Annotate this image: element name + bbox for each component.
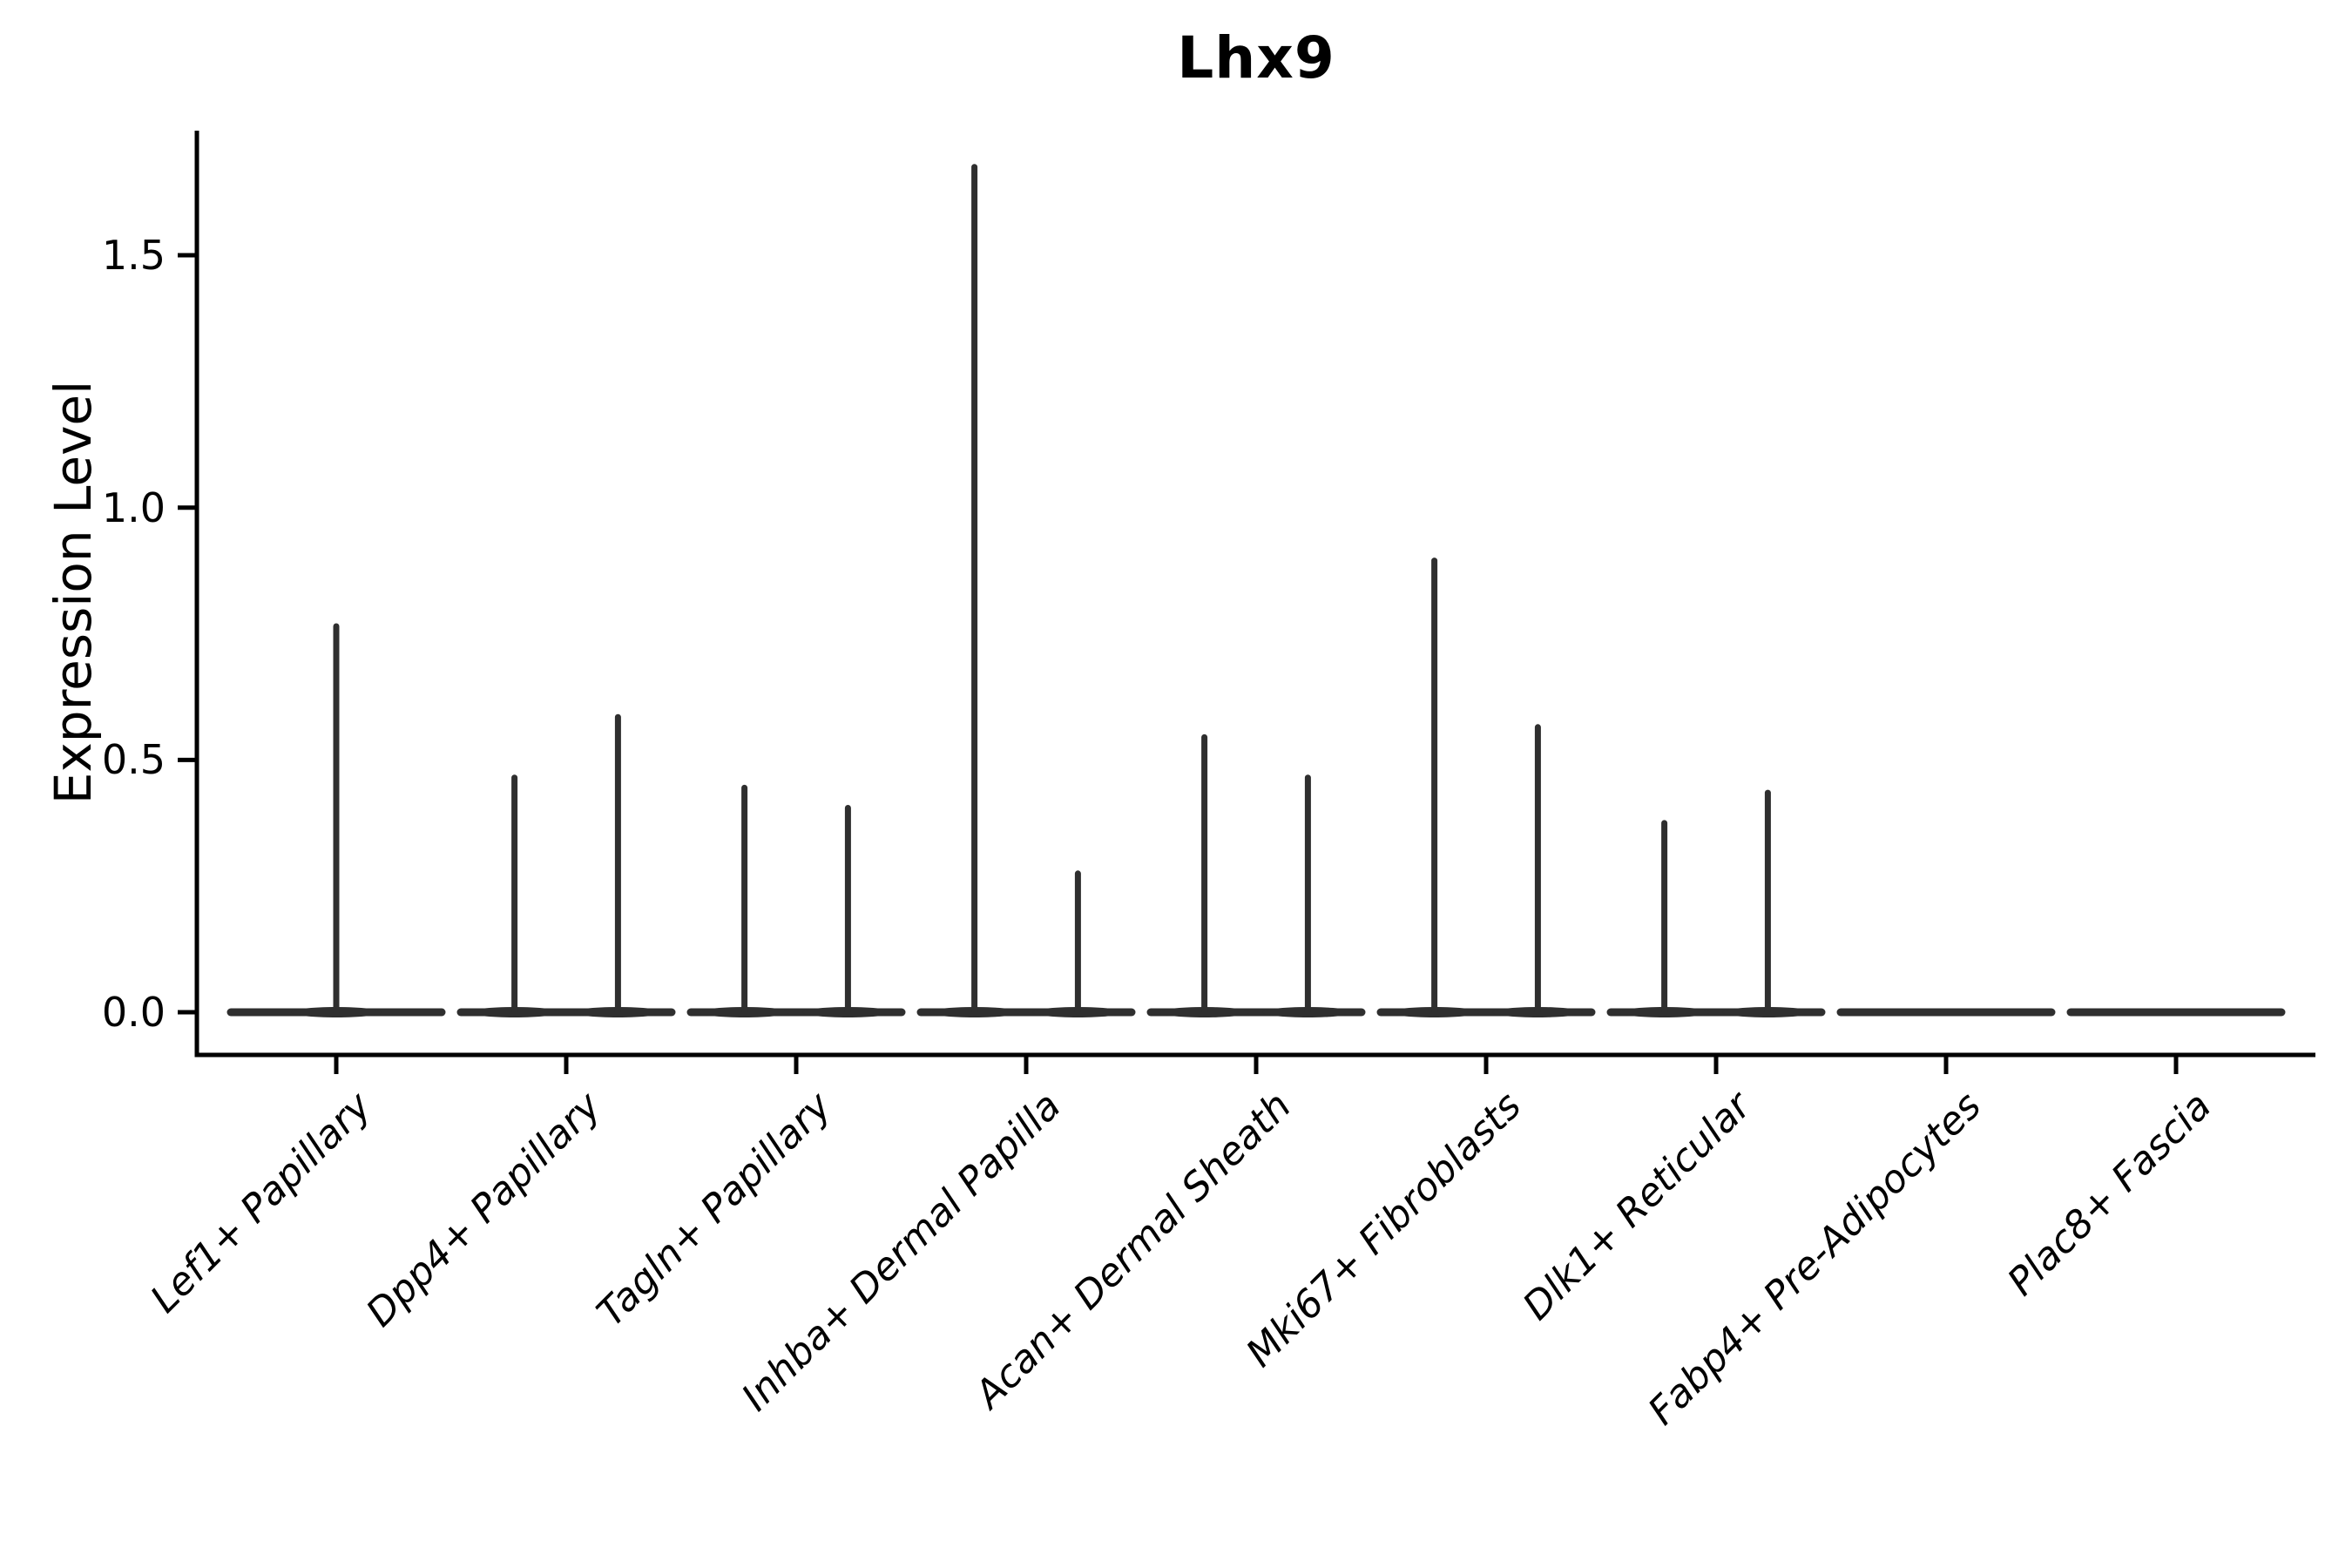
chart-title: Lhx9 bbox=[1177, 24, 1335, 91]
y-tick-label: 0.0 bbox=[101, 989, 166, 1036]
y-tick-label: 1.5 bbox=[101, 232, 166, 280]
y-tick-label: 0.5 bbox=[101, 736, 166, 784]
y-tick-label: 1.0 bbox=[101, 483, 166, 531]
